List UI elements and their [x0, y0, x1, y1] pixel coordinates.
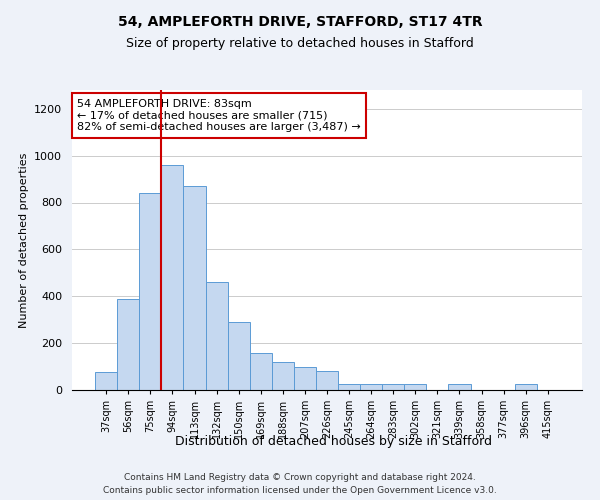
Bar — [227, 322, 250, 390]
Bar — [316, 371, 338, 390]
Bar — [294, 366, 316, 390]
Y-axis label: Number of detached properties: Number of detached properties — [19, 152, 29, 328]
Bar — [161, 165, 184, 390]
Bar — [404, 384, 427, 390]
Bar — [338, 384, 360, 390]
Bar — [448, 384, 470, 390]
Text: Contains public sector information licensed under the Open Government Licence v3: Contains public sector information licen… — [103, 486, 497, 495]
Bar — [360, 384, 382, 390]
Bar — [206, 282, 227, 390]
Text: 54, AMPLEFORTH DRIVE, STAFFORD, ST17 4TR: 54, AMPLEFORTH DRIVE, STAFFORD, ST17 4TR — [118, 15, 482, 29]
Bar — [250, 352, 272, 390]
Bar — [272, 362, 294, 390]
Bar — [117, 298, 139, 390]
Text: Size of property relative to detached houses in Stafford: Size of property relative to detached ho… — [126, 38, 474, 51]
Bar — [515, 384, 537, 390]
Bar — [184, 186, 206, 390]
Bar — [139, 193, 161, 390]
Bar — [95, 372, 117, 390]
Text: Distribution of detached houses by size in Stafford: Distribution of detached houses by size … — [175, 435, 491, 448]
Bar — [382, 384, 404, 390]
Text: 54 AMPLEFORTH DRIVE: 83sqm
← 17% of detached houses are smaller (715)
82% of sem: 54 AMPLEFORTH DRIVE: 83sqm ← 17% of deta… — [77, 99, 361, 132]
Text: Contains HM Land Registry data © Crown copyright and database right 2024.: Contains HM Land Registry data © Crown c… — [124, 472, 476, 482]
